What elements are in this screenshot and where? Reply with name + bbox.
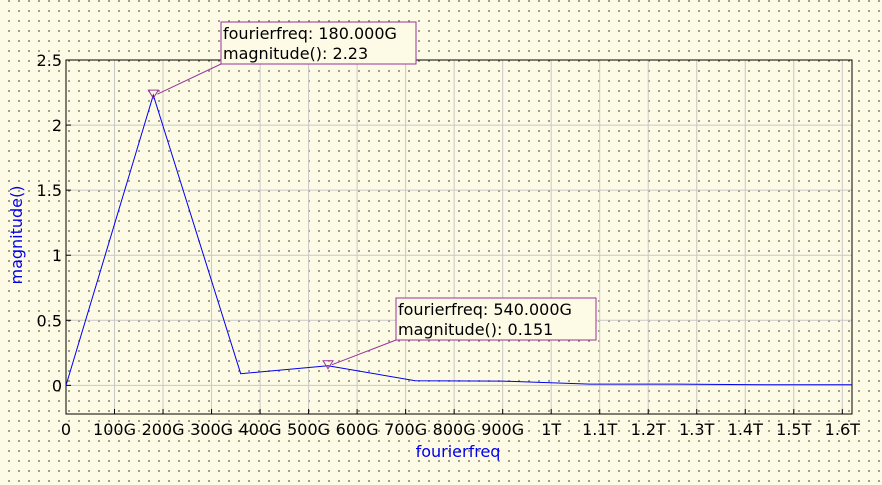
x-tick-label-15: 1.5T [776,420,811,439]
marker-triangle-icon [147,89,160,100]
marker-box [220,21,417,65]
plot-frame [65,59,853,415]
x-tick-label-7: 700G [384,420,427,439]
x-tick-label-14: 1.4T [728,420,763,439]
y-tick-label-5: 2.5 [37,51,62,70]
x-tick-label-16: 1.6T [825,420,860,439]
marker-triangle-icon [322,360,334,370]
marker-magnitude-text: magnitude(): 2.23 [223,44,368,63]
y-tick-label-2: 1 [52,246,62,265]
x-tick-label-2: 200G [142,420,185,439]
marker-box [395,297,597,341]
y-axis-label: magnitude() [7,185,26,284]
grid [65,59,852,414]
x-tick-label-3: 300G [190,420,233,439]
marker-freq-text: fourierfreq: 180.000G [223,24,397,43]
x-tick-label-8: 800G [433,420,476,439]
y-tick-label-1: 0.5 [37,311,62,330]
y-tick-label-0: 0 [52,376,62,395]
marker-leader-line [331,339,397,366]
marker-freq-text: fourierfreq: 540.000G [398,300,572,319]
series-layer [65,93,852,386]
y-axis-ticks: 0 0.5 1 1.5 2 2.5 [37,51,71,395]
series-line-0 [65,93,852,386]
x-tick-label-4: 400G [239,420,282,439]
x-tick-label-5: 500G [287,420,330,439]
marker-leader-line [157,63,222,95]
x-tick-label-0: 0 [61,420,71,439]
x-tick-label-9: 900G [481,420,524,439]
x-tick-label-13: 1.3T [679,420,714,439]
marker-magnitude-text: magnitude(): 0.151 [398,320,553,339]
y-tick-label-4: 2 [52,116,62,135]
x-tick-label-12: 1.2T [631,420,666,439]
x-tick-label-10: 1T [541,420,561,439]
x-tick-label-6: 600G [336,420,379,439]
y-tick-label-3: 1.5 [37,181,62,200]
x-tick-label-11: 1.1T [582,420,617,439]
x-axis-label: fourierfreq [416,442,501,461]
x-tick-label-1: 100G [93,420,136,439]
x-axis-ticks: 0 100G 200G 300G 400G 500G 600G 700G 800G 900G 1T 1… [61,409,860,439]
